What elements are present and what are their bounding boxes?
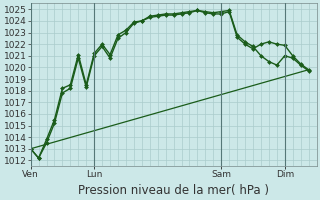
- X-axis label: Pression niveau de la mer( hPa ): Pression niveau de la mer( hPa ): [78, 184, 269, 197]
